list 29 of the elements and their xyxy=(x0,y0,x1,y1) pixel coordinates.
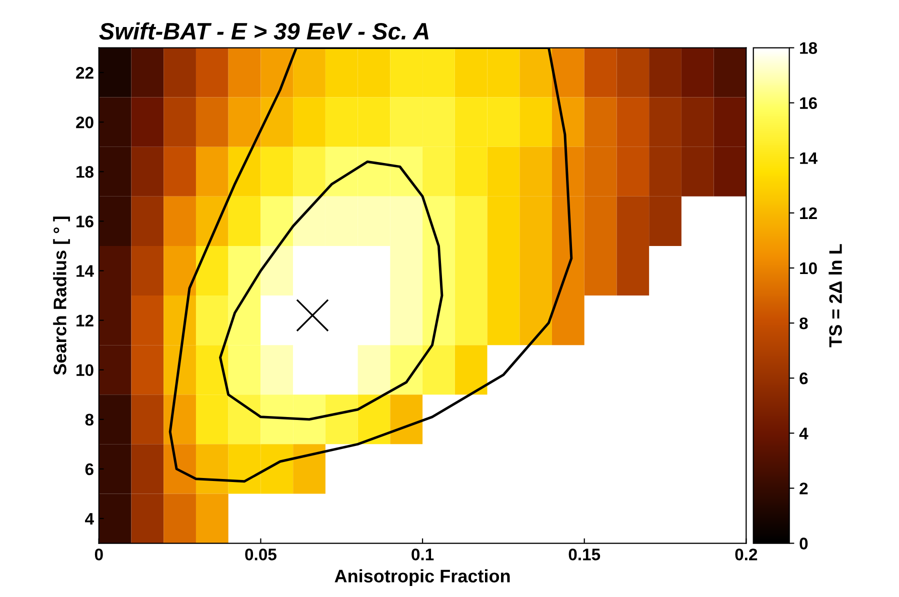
y-tick-label: 18 xyxy=(76,166,94,178)
y-tick-label: 14 xyxy=(76,265,94,277)
x-tick-label: 0.05 xyxy=(245,548,276,560)
y-tick-label: 6 xyxy=(85,463,94,476)
x-tick-label: 0.2 xyxy=(735,548,758,560)
color-bar-label: 8 xyxy=(800,317,808,330)
y-axis-title: Search Radius [ ° ] xyxy=(53,216,70,375)
y-tick-label: 16 xyxy=(76,216,94,228)
color-bar-label: 16 xyxy=(800,97,817,110)
x-tick-label: 0.15 xyxy=(568,548,600,560)
chart-title: Swift-BAT - E > 39 EeV - Sc. A xyxy=(99,22,428,40)
color-bar-label: 0 xyxy=(800,538,808,550)
x-axis-title: Anisotropic Fraction xyxy=(334,569,510,586)
color-bar-label: 6 xyxy=(800,372,808,384)
color-bar-label: 2 xyxy=(800,482,808,494)
y-tick-label: 4 xyxy=(85,513,94,525)
color-bar-title: TS = 2Δ ln L xyxy=(828,244,842,348)
color-bar-label: 18 xyxy=(800,42,818,54)
y-tick-label: 10 xyxy=(76,364,94,376)
y-tick-label: 12 xyxy=(76,314,94,326)
color-bar-label: 14 xyxy=(800,152,818,164)
x-tick-label: 0.1 xyxy=(412,548,434,560)
color-bar-label: 4 xyxy=(799,428,808,440)
color-bar-label: 12 xyxy=(800,207,817,219)
color-bar-label: 10 xyxy=(800,262,817,274)
y-tick-label: 8 xyxy=(85,414,94,426)
y-tick-label: 22 xyxy=(76,66,94,79)
y-tick-label: 20 xyxy=(76,116,94,128)
x-tick-label: 0 xyxy=(94,548,103,560)
